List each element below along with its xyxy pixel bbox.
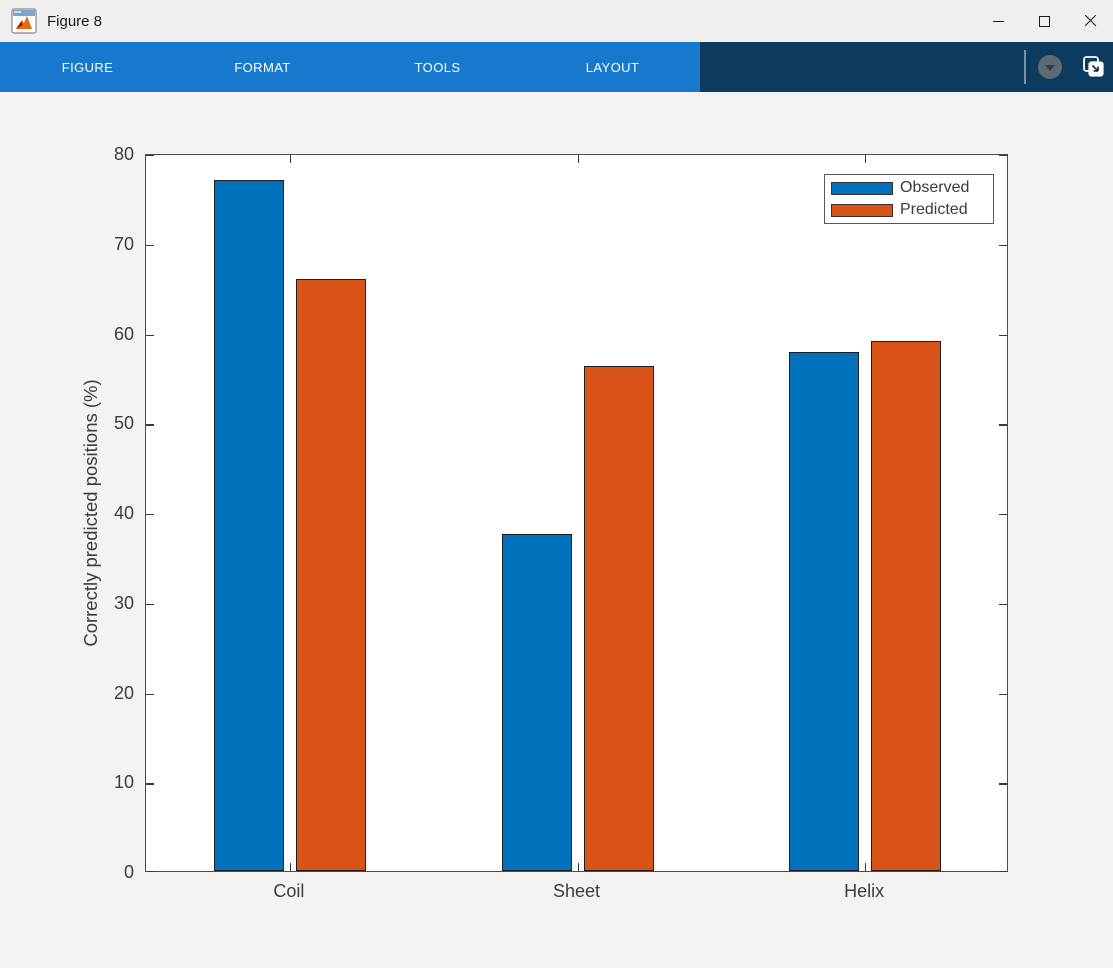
y-tick-mark	[999, 783, 1007, 785]
toolstrip-tab-figure[interactable]: FIGURE	[61, 59, 114, 75]
toolstrip-tab-tools[interactable]: TOOLS	[414, 59, 461, 75]
figure-canvas: Observed Predicted 0 10 20 30 40 50 60 70 80 Coil Sh…	[0, 92, 1113, 968]
maximize-icon	[1038, 15, 1050, 27]
toolstrip: FIGURE FORMAT TOOLS LAYOUT	[0, 42, 1113, 92]
chevron-down-icon	[1045, 65, 1055, 71]
y-tick-label: 40	[113, 503, 134, 523]
legend-label: Predicted	[900, 201, 968, 218]
y-tick-mark	[999, 871, 1007, 873]
bar-observed-sheet[interactable]	[501, 534, 572, 871]
toolstrip-divider	[1024, 50, 1026, 84]
toolstrip-tab-format[interactable]: FORMAT	[234, 59, 291, 75]
legend-label: Observed	[900, 179, 970, 196]
y-tick-mark	[999, 693, 1007, 695]
y-tick-mark	[146, 244, 154, 247]
y-tick-mark	[146, 155, 154, 157]
y-tick-mark	[146, 424, 154, 426]
window-title: Figure 8	[47, 12, 103, 30]
bar-observed-helix[interactable]	[789, 352, 860, 871]
legend-swatch-predicted	[831, 203, 893, 217]
y-tick-label: 80	[113, 144, 134, 164]
y-tick-label: 50	[113, 413, 134, 434]
y-tick-mark	[999, 334, 1007, 336]
y-tick-label: 30	[113, 592, 134, 613]
x-tick-mark	[289, 155, 292, 163]
legend-entry-observed: Observed	[831, 178, 987, 198]
plot-area: Observed Predicted	[145, 154, 1008, 873]
collapse-toolstrip-button[interactable]	[1038, 55, 1062, 79]
bar-observed-coil[interactable]	[213, 180, 284, 871]
y-tick-mark	[146, 334, 154, 336]
x-tick-mark	[865, 863, 867, 871]
legend[interactable]: Observed Predicted	[824, 174, 994, 224]
window-controls	[975, 0, 1113, 42]
bar-predicted-helix[interactable]	[871, 341, 942, 871]
legend-entry-predicted: Predicted	[831, 200, 987, 220]
toolstrip-right-controls	[1024, 42, 1113, 92]
y-tick-mark	[999, 603, 1007, 606]
y-tick-mark	[999, 514, 1007, 516]
y-tick-label: 60	[113, 323, 134, 344]
minimize-icon	[992, 20, 1004, 22]
close-icon	[1084, 15, 1097, 28]
toolstrip-tabs: FIGURE FORMAT TOOLS LAYOUT	[0, 42, 700, 92]
y-tick-mark	[146, 693, 154, 695]
x-tick-mark	[289, 863, 292, 871]
y-tick-mark	[146, 783, 154, 785]
y-tick-mark	[146, 603, 154, 606]
title-bar[interactable]: Figure 8	[0, 0, 1113, 42]
x-tick-label: Helix	[844, 881, 885, 901]
x-tick-mark	[577, 155, 579, 163]
bar-predicted-coil[interactable]	[295, 279, 366, 871]
close-button[interactable]	[1067, 0, 1113, 42]
y-tick-mark	[146, 514, 154, 516]
pop-out-button[interactable]	[1080, 54, 1106, 80]
y-tick-mark	[999, 155, 1007, 157]
y-tick-mark	[999, 244, 1007, 247]
x-tick-label: Sheet	[552, 881, 601, 901]
y-tick-mark	[999, 424, 1007, 426]
maximize-button[interactable]	[1021, 0, 1067, 42]
x-tick-mark	[865, 155, 867, 163]
legend-swatch-observed	[831, 181, 893, 195]
toolstrip-tab-layout[interactable]: LAYOUT	[585, 59, 640, 75]
y-tick-label: 10	[113, 772, 134, 793]
y-tick-label: 70	[113, 233, 134, 254]
minimize-button[interactable]	[975, 0, 1021, 42]
bar-predicted-sheet[interactable]	[583, 366, 654, 871]
y-tick-label: 0	[123, 862, 134, 882]
y-tick-mark	[146, 871, 154, 873]
x-tick-label: Coil	[273, 881, 305, 901]
y-axis-label: Correctly predicted positions (%)	[80, 379, 101, 647]
x-tick-mark	[577, 863, 579, 871]
y-tick-label: 20	[113, 682, 134, 703]
matlab-figure-icon	[11, 8, 37, 34]
